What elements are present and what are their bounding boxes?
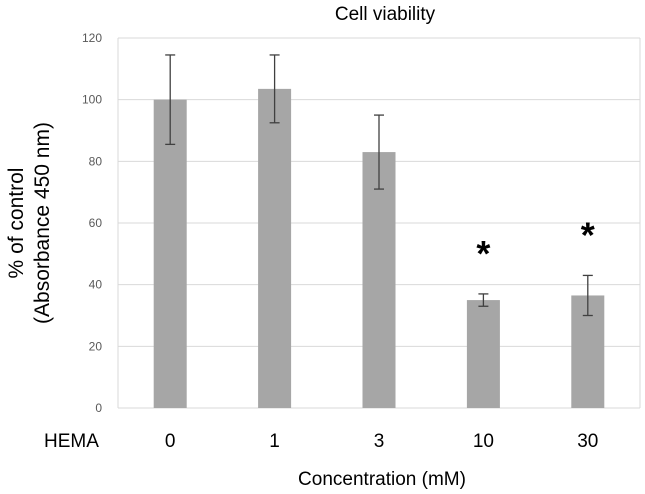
category-label-10: 10 [473, 431, 494, 452]
y-axis-label-line2: (Absorbance 450 nm) [31, 122, 54, 324]
error-bar-1 [269, 54, 280, 124]
category-prefix-label: HEMA [44, 431, 99, 452]
category-label-1: 1 [269, 431, 280, 452]
category-label-3: 3 [374, 431, 385, 452]
category-label-30: 30 [577, 431, 598, 452]
bar-3 [362, 152, 396, 408]
chart-title: Cell viability [335, 4, 436, 25]
y-tick-label: 60 [89, 216, 103, 230]
y-tick-label: 80 [89, 154, 103, 168]
y-tick-label: 40 [89, 278, 103, 292]
error-bar-0 [165, 54, 176, 146]
x-axis-categories: 0 1 3 10 30 [165, 431, 598, 452]
error-bar-3 [374, 114, 384, 190]
significance-markers: * * [476, 214, 594, 273]
error-bars [165, 54, 593, 317]
x-axis-label: Concentration (mM) [298, 469, 466, 490]
y-tick-label: 120 [82, 31, 102, 45]
y-tick-label: 100 [82, 93, 102, 107]
bar-0 [153, 99, 187, 409]
bars [153, 88, 605, 409]
significance-star-10: * [476, 233, 490, 274]
bar-1 [258, 88, 292, 408]
category-label-0: 0 [165, 431, 176, 452]
y-tick-label: 0 [95, 401, 102, 415]
error-bar-30 [582, 274, 593, 317]
significance-star-30: * [581, 214, 595, 255]
bar-10 [466, 300, 500, 408]
y-axis-label-line1: % of control [5, 168, 28, 279]
y-tick-label: 20 [89, 339, 103, 353]
y-axis-ticks: 0 20 40 60 80 100 120 [82, 31, 102, 415]
error-bar-10 [478, 293, 489, 307]
